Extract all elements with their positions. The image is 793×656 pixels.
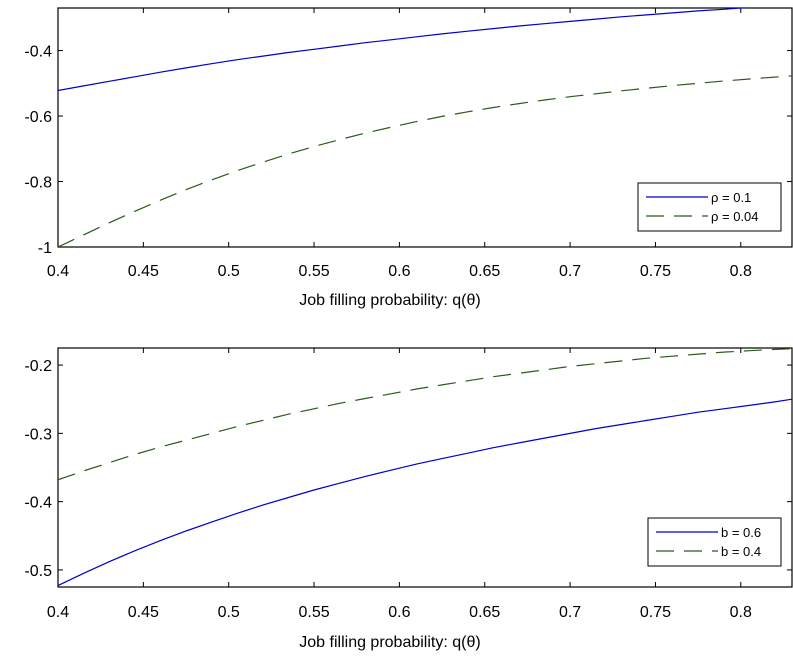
- legend-label-1: b = 0.6: [721, 525, 761, 540]
- legend: b = 0.6 b = 0.4: [647, 517, 782, 567]
- legend-label-1: ρ = 0.1: [711, 190, 751, 205]
- y-tick-label: -0.6: [24, 109, 52, 126]
- x-tick-label: 0.6: [388, 604, 410, 621]
- x-tick-label: 0.4: [47, 263, 69, 280]
- x-tick-label: 0.5: [218, 263, 240, 280]
- x-tick-label: 0.6: [388, 263, 410, 280]
- legend-box: [637, 182, 782, 232]
- x-tick-label: 0.65: [469, 263, 500, 280]
- y-tick-label: -0.3: [24, 426, 52, 443]
- y-tick-label: -0.4: [24, 495, 52, 512]
- x-tick-label: 0.45: [128, 604, 159, 621]
- series-line-2: [58, 348, 792, 481]
- plot-area-frame: [57, 347, 793, 588]
- x-tick-label: 0.45: [128, 263, 159, 280]
- y-tick-label: -0.2: [24, 358, 52, 375]
- x-tick-label: 0.65: [469, 604, 500, 621]
- x-tick-label: 0.7: [559, 263, 581, 280]
- x-tick-label: 0.7: [559, 604, 581, 621]
- x-tick-label: 0.4: [47, 604, 69, 621]
- legend-box: [647, 517, 782, 567]
- x-tick-label: 0.75: [640, 263, 671, 280]
- plot-area-frame: [57, 7, 793, 248]
- y-tick-label: -0.4: [24, 44, 52, 61]
- y-tick-label: -1: [38, 240, 52, 257]
- x-tick-label: 0.55: [298, 604, 329, 621]
- x-tick-label: 0.8: [730, 604, 752, 621]
- bottom-chart-panel: 0.4 0.45 0.5 0.55 0.6 0.65 0.7 0.75 0.8 -0.2 -0.3 -…: [24, 347, 793, 651]
- x-tick-label: 0.8: [730, 263, 752, 280]
- series-line-2: [58, 75, 792, 247]
- x-tick-label: 0.75: [640, 604, 671, 621]
- x-axis-title: Job filling probability: q(θ): [299, 634, 480, 651]
- x-axis-title: Job filling probability: q(θ): [299, 292, 480, 309]
- y-tick-label: -0.5: [24, 563, 52, 580]
- x-tick-label: 0.55: [298, 263, 329, 280]
- x-tick-label: 0.5: [218, 604, 240, 621]
- legend-label-2: b = 0.4: [721, 544, 761, 559]
- legend-label-2: ρ = 0.04: [711, 209, 759, 224]
- series-line-1: [58, 8, 749, 92]
- legend: ρ = 0.1 ρ = 0.04: [637, 182, 782, 232]
- y-tick-label: -0.8: [24, 175, 52, 192]
- top-chart-panel: 0.4 0.45 0.5 0.55 0.6 0.65 0.7 0.75 0.8 -0.4 -0.6 -…: [24, 7, 793, 309]
- series-line-1: [58, 398, 792, 587]
